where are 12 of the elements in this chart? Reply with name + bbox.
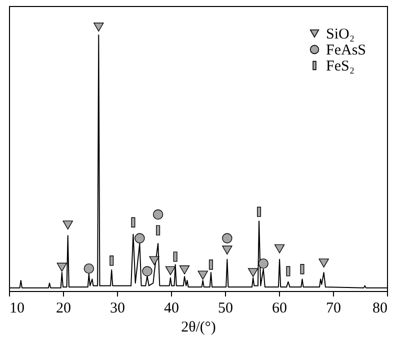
x-tick-label: 70: [326, 300, 341, 316]
x-tick-label: 60: [272, 300, 287, 316]
legend-label: SiO₂: [326, 26, 355, 42]
x-tick-label: 20: [56, 300, 71, 316]
legend-label: FeAsS: [326, 42, 366, 58]
x-tick-label: 50: [218, 300, 233, 316]
legend-label: FeS₂: [326, 58, 355, 74]
x-tick-label: 80: [372, 300, 388, 316]
x-tick-label: 10: [10, 300, 24, 316]
x-tick-label: 40: [164, 300, 179, 316]
x-axis-title: 2θ/(°): [181, 320, 216, 336]
x-tick-label: 30: [110, 300, 125, 316]
